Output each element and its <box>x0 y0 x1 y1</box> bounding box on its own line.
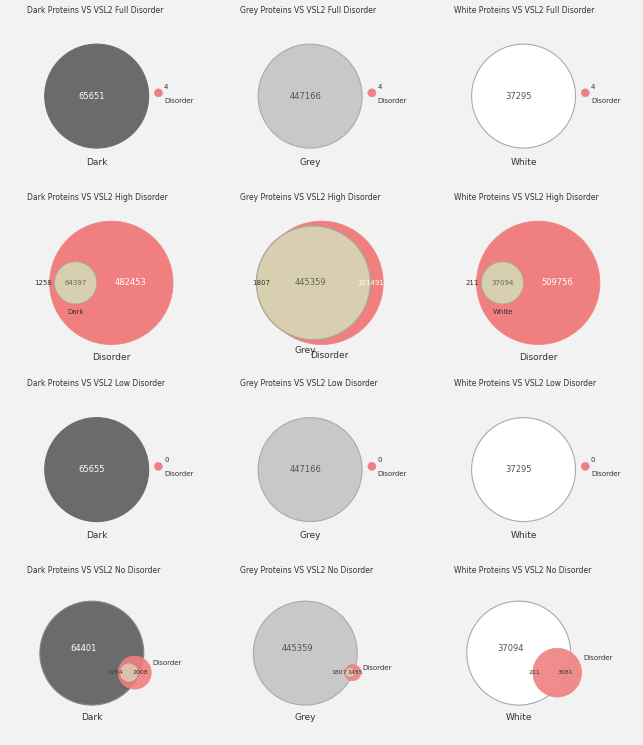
Text: Disorder: Disorder <box>377 98 407 104</box>
Text: Dark Proteins VS VSL2 Full Disorder: Dark Proteins VS VSL2 Full Disorder <box>27 6 163 15</box>
Text: White Proteins VS VSL2 High Disorder: White Proteins VS VSL2 High Disorder <box>454 193 599 202</box>
Text: 4: 4 <box>591 83 595 89</box>
Text: 37295: 37295 <box>505 465 532 474</box>
Text: 4: 4 <box>164 83 168 89</box>
Circle shape <box>257 226 370 340</box>
Circle shape <box>471 44 575 148</box>
Text: Dark: Dark <box>86 158 107 167</box>
Circle shape <box>533 648 582 697</box>
Circle shape <box>253 601 358 705</box>
Text: 37295: 37295 <box>505 92 532 101</box>
Text: 3081: 3081 <box>558 670 574 675</box>
Text: White Proteins VS VSL2 No Disorder: White Proteins VS VSL2 No Disorder <box>454 566 591 575</box>
Text: 101491: 101491 <box>357 280 384 286</box>
Text: Grey: Grey <box>294 346 316 355</box>
Circle shape <box>471 418 575 522</box>
Circle shape <box>258 44 362 148</box>
Text: 1455: 1455 <box>348 670 363 675</box>
Circle shape <box>45 418 149 522</box>
Circle shape <box>345 668 354 677</box>
Circle shape <box>482 261 523 304</box>
Text: Disorder: Disorder <box>164 98 194 104</box>
Text: 509756: 509756 <box>542 279 574 288</box>
Text: Grey Proteins VS VSL2 Full Disorder: Grey Proteins VS VSL2 Full Disorder <box>240 6 376 15</box>
Text: White: White <box>511 158 537 167</box>
Text: 211: 211 <box>529 670 540 675</box>
Circle shape <box>260 221 383 344</box>
Circle shape <box>368 463 376 470</box>
Text: Dark Proteins VS VSL2 Low Disorder: Dark Proteins VS VSL2 Low Disorder <box>27 379 165 388</box>
Text: Disorder: Disorder <box>377 472 407 478</box>
Text: Disorder: Disorder <box>153 659 182 666</box>
Circle shape <box>45 44 149 148</box>
Text: 445359: 445359 <box>282 644 313 653</box>
Text: 64397: 64397 <box>64 280 87 286</box>
Text: White Proteins VS VSL2 Full Disorder: White Proteins VS VSL2 Full Disorder <box>454 6 594 15</box>
Text: Dark Proteins VS VSL2 No Disorder: Dark Proteins VS VSL2 No Disorder <box>27 566 160 575</box>
Text: 447166: 447166 <box>289 465 322 474</box>
Text: Disorder: Disorder <box>164 472 194 478</box>
Text: 37094: 37094 <box>497 644 524 653</box>
Circle shape <box>581 463 590 470</box>
Circle shape <box>55 261 96 304</box>
Text: 1807: 1807 <box>253 280 271 286</box>
Text: 1807: 1807 <box>331 670 347 675</box>
Text: 1254: 1254 <box>107 670 123 675</box>
Circle shape <box>476 221 600 344</box>
Circle shape <box>345 665 361 681</box>
Circle shape <box>118 656 151 689</box>
Text: Grey: Grey <box>294 713 316 722</box>
Text: Dark: Dark <box>86 531 107 540</box>
Text: Disorder: Disorder <box>92 352 131 361</box>
Circle shape <box>40 601 144 705</box>
Circle shape <box>467 601 570 705</box>
Circle shape <box>120 664 138 682</box>
Circle shape <box>154 463 163 470</box>
Circle shape <box>258 418 362 522</box>
Text: Grey: Grey <box>300 531 321 540</box>
Text: 0: 0 <box>164 457 168 463</box>
Text: Dark: Dark <box>81 713 102 722</box>
Text: 2008: 2008 <box>132 670 149 675</box>
Text: White: White <box>505 713 532 722</box>
Text: Grey Proteins VS VSL2 No Disorder: Grey Proteins VS VSL2 No Disorder <box>240 566 374 575</box>
Text: Disorder: Disorder <box>519 352 557 361</box>
Text: White: White <box>493 309 512 315</box>
Circle shape <box>257 226 370 340</box>
Text: White: White <box>511 531 537 540</box>
Text: 447166: 447166 <box>289 92 322 101</box>
Text: 0: 0 <box>591 457 595 463</box>
Text: Disorder: Disorder <box>583 655 613 661</box>
Circle shape <box>154 89 163 97</box>
Text: 482453: 482453 <box>115 279 147 288</box>
Text: Dark Proteins VS VSL2 High Disorder: Dark Proteins VS VSL2 High Disorder <box>27 193 168 202</box>
Circle shape <box>368 89 376 97</box>
Text: Disorder: Disorder <box>311 351 349 360</box>
Text: Grey Proteins VS VSL2 Low Disorder: Grey Proteins VS VSL2 Low Disorder <box>240 379 378 388</box>
Text: 0: 0 <box>377 457 382 463</box>
Text: 65651: 65651 <box>78 92 105 101</box>
Text: 211: 211 <box>466 280 479 286</box>
Circle shape <box>50 221 173 344</box>
Text: 4: 4 <box>377 83 382 89</box>
Text: Dark: Dark <box>68 309 84 315</box>
Text: Grey Proteins VS VSL2 High Disorder: Grey Proteins VS VSL2 High Disorder <box>240 193 381 202</box>
Text: 37094: 37094 <box>491 280 514 286</box>
Text: 65655: 65655 <box>78 465 105 474</box>
Text: 445359: 445359 <box>294 279 326 288</box>
Text: White Proteins VS VSL2 Low Disorder: White Proteins VS VSL2 Low Disorder <box>454 379 595 388</box>
Text: 1258: 1258 <box>34 280 52 286</box>
Text: Grey: Grey <box>300 158 321 167</box>
Text: Disorder: Disorder <box>591 472 620 478</box>
Circle shape <box>581 89 590 97</box>
Text: Disorder: Disorder <box>591 98 620 104</box>
Text: Disorder: Disorder <box>363 665 392 670</box>
Text: 64401: 64401 <box>71 644 97 653</box>
